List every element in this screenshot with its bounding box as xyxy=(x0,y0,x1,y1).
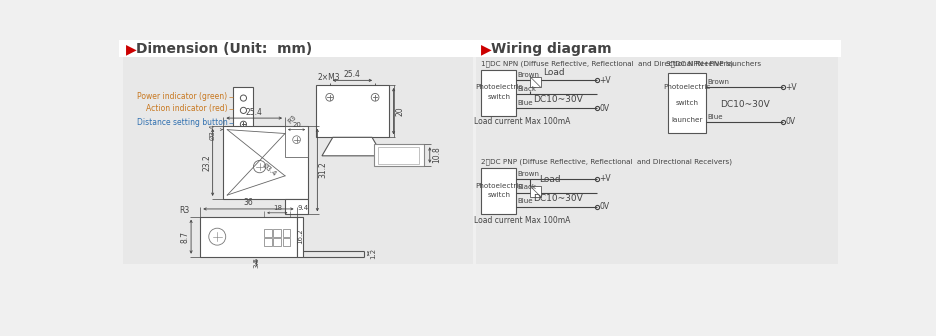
Text: DC10~30V: DC10~30V xyxy=(719,100,768,109)
Bar xyxy=(475,57,837,264)
Text: Blue: Blue xyxy=(517,100,533,106)
Bar xyxy=(481,70,516,116)
Text: 2、DC PNP (Diffuse Reflective, Reflectional  and Directional Receivers): 2、DC PNP (Diffuse Reflective, Reflection… xyxy=(480,159,731,165)
Bar xyxy=(285,126,308,157)
Text: 10.8: 10.8 xyxy=(431,147,441,163)
Bar xyxy=(233,87,253,135)
Text: Photoelectric: Photoelectric xyxy=(475,84,522,90)
Bar xyxy=(285,199,308,214)
Bar xyxy=(373,144,423,166)
Text: Ø3.4: Ø3.4 xyxy=(261,162,277,178)
Bar xyxy=(264,229,271,237)
Text: 20: 20 xyxy=(396,107,404,116)
Text: 25.4: 25.4 xyxy=(344,70,360,79)
Bar xyxy=(297,217,302,257)
Text: 0V: 0V xyxy=(598,202,608,211)
Text: launcher: launcher xyxy=(670,117,702,123)
Text: Photoelectric: Photoelectric xyxy=(663,84,709,90)
Bar xyxy=(283,229,290,237)
Text: Load current Max 100mA: Load current Max 100mA xyxy=(473,216,569,225)
Bar xyxy=(530,186,540,197)
Text: switch: switch xyxy=(675,100,697,107)
Bar xyxy=(273,238,281,246)
Text: Brown: Brown xyxy=(517,72,539,78)
Text: switch: switch xyxy=(487,192,509,198)
Bar xyxy=(264,238,271,246)
Text: 1.2: 1.2 xyxy=(370,248,376,259)
Text: 9.4: 9.4 xyxy=(297,205,308,211)
Bar xyxy=(315,85,388,137)
Text: ▶: ▶ xyxy=(126,42,137,56)
Text: R3: R3 xyxy=(286,114,297,124)
Text: 18: 18 xyxy=(272,205,282,211)
Bar xyxy=(123,57,473,264)
Text: 3、DC NPN+PNP launchers: 3、DC NPN+PNP launchers xyxy=(665,61,760,68)
Text: 25.4: 25.4 xyxy=(245,108,262,117)
Bar xyxy=(667,74,706,133)
Text: Wiring diagram: Wiring diagram xyxy=(490,42,610,56)
Bar xyxy=(273,229,281,237)
Text: Brown: Brown xyxy=(517,171,539,177)
Text: Load: Load xyxy=(538,174,560,183)
Text: Black: Black xyxy=(517,184,536,191)
Bar xyxy=(530,77,540,87)
Text: ▶: ▶ xyxy=(481,42,491,56)
Bar xyxy=(223,126,308,199)
Text: Load current Max 100mA: Load current Max 100mA xyxy=(473,118,569,126)
Text: Blue: Blue xyxy=(707,114,723,120)
Text: R3: R3 xyxy=(179,206,189,215)
Text: Photoelectric: Photoelectric xyxy=(475,183,522,189)
Text: +V: +V xyxy=(598,174,610,183)
Text: 23.2: 23.2 xyxy=(202,154,211,171)
Bar xyxy=(119,40,841,57)
Text: Power indicator (green): Power indicator (green) xyxy=(137,92,227,101)
Bar xyxy=(378,146,418,164)
Text: 8.7: 8.7 xyxy=(181,231,189,243)
Text: Load: Load xyxy=(542,68,564,77)
Text: 0V: 0V xyxy=(598,103,608,113)
Text: switch: switch xyxy=(487,93,509,99)
Text: 3.5: 3.5 xyxy=(253,257,259,268)
Text: Blue: Blue xyxy=(517,198,533,204)
Bar xyxy=(481,168,516,214)
Text: 1、DC NPN (Diffuse Reflective, Reflectional  and Directional Receivers): 1、DC NPN (Diffuse Reflective, Reflection… xyxy=(480,61,732,68)
Text: Distance setting button: Distance setting button xyxy=(137,118,227,127)
Text: DC10~30V: DC10~30V xyxy=(533,194,582,203)
Text: DC10~30V: DC10~30V xyxy=(533,95,582,104)
Text: +V: +V xyxy=(598,76,610,85)
Text: +V: +V xyxy=(784,83,797,92)
Text: 36: 36 xyxy=(243,198,253,207)
Text: 2×M3: 2×M3 xyxy=(317,73,340,82)
Bar xyxy=(200,217,297,257)
Text: Black: Black xyxy=(517,86,536,92)
Text: Brown: Brown xyxy=(707,79,729,85)
Text: Ø3.4: Ø3.4 xyxy=(210,124,215,140)
Text: 20: 20 xyxy=(292,122,300,128)
Text: 31.2: 31.2 xyxy=(318,162,328,178)
Text: 0V: 0V xyxy=(784,118,795,126)
Text: Dimension (Unit:  mm): Dimension (Unit: mm) xyxy=(136,42,312,56)
Text: Action indicator (red): Action indicator (red) xyxy=(145,104,227,113)
Bar xyxy=(283,238,290,246)
Polygon shape xyxy=(322,137,383,156)
Text: 16.2: 16.2 xyxy=(297,229,303,245)
